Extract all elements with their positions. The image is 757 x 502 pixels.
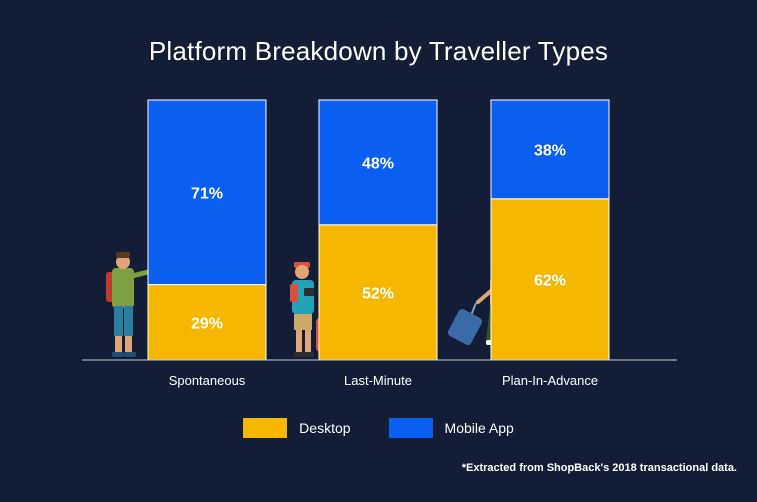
legend-item-desktop: Desktop [243, 418, 351, 438]
data-label-last-minute-mobile-app: 48% [362, 155, 394, 172]
legend-label-mobile-app: Mobile App [444, 420, 514, 436]
x-tick-label-spontaneous: Spontaneous [169, 373, 246, 388]
legend: Desktop Mobile App [0, 418, 757, 438]
bar-spontaneous-desktop [147, 284, 267, 361]
bar-spontaneous-mobile-app [147, 99, 267, 286]
legend-swatch-mobile-app [388, 418, 433, 438]
data-label-plan-in-advance-mobile-app: 38% [534, 142, 566, 159]
data-label-spontaneous-desktop: 29% [191, 315, 223, 332]
data-label-plan-in-advance-desktop: 62% [534, 272, 566, 289]
footnote: *Extracted from ShopBack's 2018 transact… [461, 462, 737, 474]
legend-label-desktop: Desktop [299, 420, 351, 436]
chart-title: Platform Breakdown by Traveller Types [148, 36, 609, 66]
x-tick-label-plan-in-advance: Plan-In-Advance [502, 373, 598, 388]
data-label-spontaneous-mobile-app: 71% [191, 185, 223, 202]
bar-plan-in-advance-mobile-app [490, 99, 610, 200]
legend-item-mobile-app: Mobile App [388, 418, 514, 438]
legend-swatch-desktop [243, 418, 288, 438]
bar-last-minute-desktop [318, 224, 438, 361]
bar-plan-in-advance-desktop [490, 198, 610, 361]
bar-last-minute-mobile-app [318, 99, 438, 226]
data-label-last-minute-desktop: 52% [362, 285, 394, 302]
x-tick-label-last-minute: Last-Minute [344, 373, 412, 388]
